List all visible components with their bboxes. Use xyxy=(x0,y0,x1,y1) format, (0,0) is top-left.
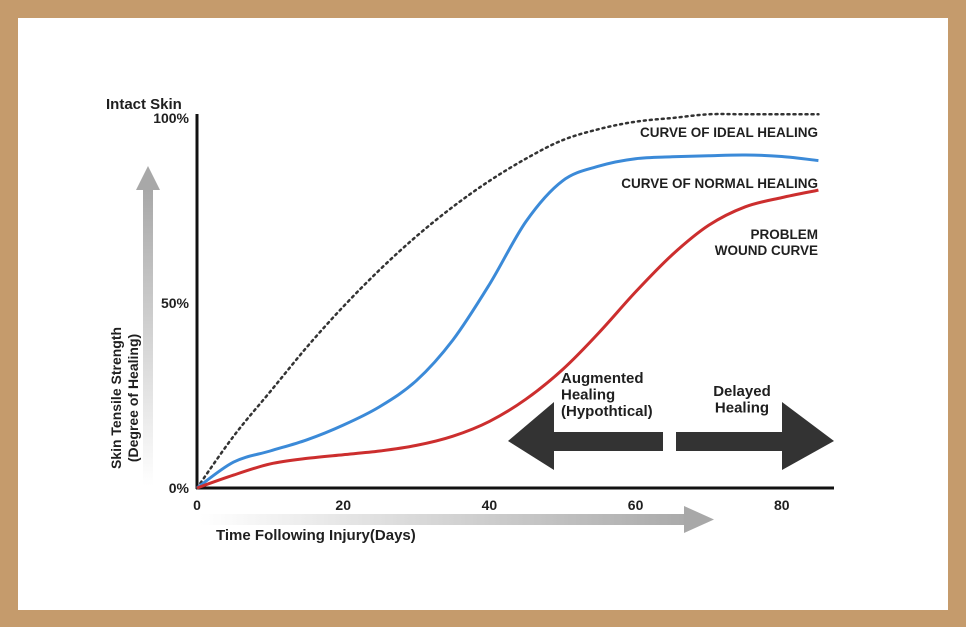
x-tick-label: 60 xyxy=(628,497,644,513)
y-tick-label: 100% xyxy=(153,110,189,126)
annotation-label-2: Delayed xyxy=(713,383,771,400)
x-axis-label: Time Following Injury(Days) xyxy=(216,527,416,544)
y-axis-label-line1: Skin Tensile Strength xyxy=(108,327,124,469)
series-line-1 xyxy=(195,112,820,490)
x-tick-label: 0 xyxy=(193,497,201,513)
x-direction-arrow xyxy=(200,506,714,533)
y-axis-label-line2: (Degree of Healing) xyxy=(125,334,141,462)
x-tick-label: 80 xyxy=(774,497,790,513)
legend-label-3: WOUND CURVE xyxy=(715,243,818,258)
augmented-healing-arrow xyxy=(508,402,663,470)
legend-label-1: CURVE OF IDEAL HEALING xyxy=(640,125,818,140)
y-tick-label: 50% xyxy=(161,295,190,311)
healing-chart: Intact Skin Time Following Injury(Days) … xyxy=(106,96,834,544)
chart-frame: Intact Skin Time Following Injury(Days) … xyxy=(18,18,948,610)
delayed-healing-arrow xyxy=(676,402,834,470)
annotation-label-1: (Hypothtical) xyxy=(561,403,653,420)
legend-label-3: PROBLEM xyxy=(751,227,819,242)
x-tick-label: 20 xyxy=(335,497,351,513)
annotation-label-2: Healing xyxy=(715,400,769,417)
x-tick-label: 40 xyxy=(482,497,498,513)
annotation-label-1: Healing xyxy=(561,387,615,404)
series-line-2 xyxy=(196,153,819,490)
legend-label-2: CURVE OF NORMAL HEALING xyxy=(621,176,818,191)
top-label: Intact Skin xyxy=(106,96,182,113)
series-line-3 xyxy=(196,188,819,490)
annotation-label-1: Augmented xyxy=(561,370,644,387)
y-tick-label: 0% xyxy=(169,480,190,496)
y-direction-arrow xyxy=(136,166,160,486)
plot-area: 0 20 40 60 80 0% 50% 100% CURVE OF IDEAL HEALING… xyxy=(153,110,820,513)
